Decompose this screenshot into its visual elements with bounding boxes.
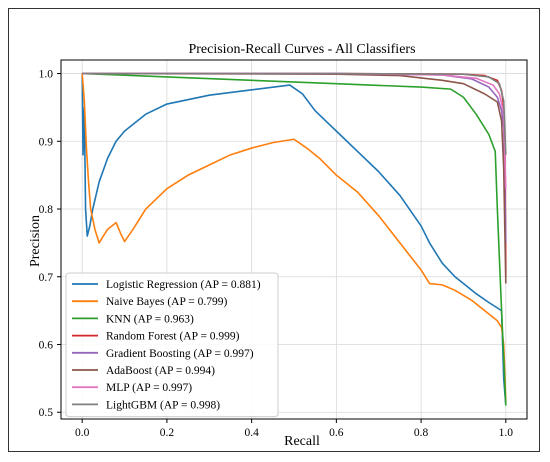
x-tick-label: 0.0 xyxy=(75,427,90,439)
legend-label: Random Forest (AP = 0.999) xyxy=(106,331,240,343)
y-tick-label: 0.9 xyxy=(39,136,54,148)
x-tick-label: 1.0 xyxy=(499,427,514,439)
y-axis-label: Precision xyxy=(28,215,43,267)
x-axis-ticks: 0.0 0.2 0.4 0.6 0.8 1.0 xyxy=(75,419,513,439)
x-tick-label: 0.2 xyxy=(160,427,175,439)
legend: Logistic Regression (AP = 0.881) Naive Ba… xyxy=(65,272,279,418)
x-tick-label: 0.6 xyxy=(329,427,344,439)
series-line-logistic-regression xyxy=(81,73,507,406)
x-tick-label: 0.4 xyxy=(244,427,259,439)
legend-label: AdaBoost (AP = 0.994) xyxy=(106,365,215,377)
x-tick-label: 0.8 xyxy=(414,427,429,439)
legend-label: LightGBM (AP = 0.998) xyxy=(106,399,220,411)
series-line-lightgbm xyxy=(82,72,507,155)
series-line-adaboost xyxy=(82,72,507,284)
y-axis-ticks: 0.5 0.6 0.7 0.8 0.9 1.0 xyxy=(39,69,61,419)
y-tick-label: 0.6 xyxy=(39,339,54,351)
legend-label: MLP (AP = 0.997) xyxy=(106,382,192,394)
y-tick-label: 1.0 xyxy=(39,69,54,81)
legend-label: KNN (AP = 0.963) xyxy=(106,313,194,325)
legend-label: Logistic Regression (AP = 0.881) xyxy=(106,279,261,291)
y-tick-label: 0.8 xyxy=(39,204,54,216)
series-line-gradient-boosting xyxy=(82,72,507,243)
y-tick-label: 0.7 xyxy=(39,272,54,284)
x-axis-label: Recall xyxy=(284,434,320,449)
legend-label: Gradient Boosting (AP = 0.997) xyxy=(106,348,254,360)
series-line-random-forest xyxy=(82,72,507,277)
y-tick-label: 0.5 xyxy=(39,407,54,419)
legend-label: Naive Bayes (AP = 0.799) xyxy=(106,296,228,308)
series-layer xyxy=(81,72,507,406)
chart-title: Precision-Recall Curves - All Classifier… xyxy=(188,42,415,57)
series-line-naive-bayes xyxy=(81,73,507,403)
series-line-mlp xyxy=(82,72,507,189)
legend-box xyxy=(65,272,279,418)
plot-area-border xyxy=(60,59,528,420)
series-line-knn xyxy=(82,72,507,406)
